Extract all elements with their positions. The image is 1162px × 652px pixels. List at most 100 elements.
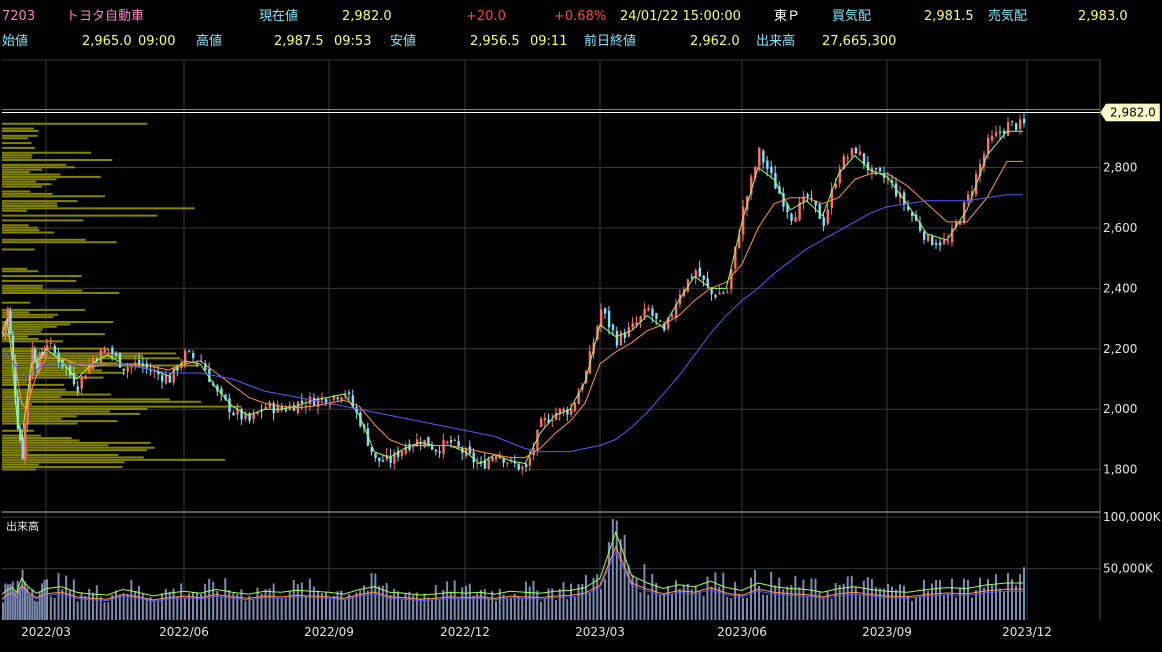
volume-profile-bar bbox=[2, 284, 44, 287]
volume-bar bbox=[585, 575, 587, 620]
volume-bar bbox=[374, 573, 377, 620]
volume-profile-bar bbox=[2, 171, 30, 174]
volume-bar bbox=[915, 597, 917, 620]
volume-bar bbox=[164, 589, 167, 620]
volume-profile-bar bbox=[2, 405, 242, 408]
volume-bar bbox=[810, 578, 813, 620]
candle-body bbox=[528, 457, 532, 466]
candle-body bbox=[710, 287, 713, 295]
volume-bar bbox=[698, 590, 701, 620]
volume-bar bbox=[770, 571, 773, 620]
volume-bar bbox=[806, 595, 809, 620]
open-time: 09:00 bbox=[138, 34, 176, 49]
candle-body bbox=[540, 418, 543, 427]
volume-bar bbox=[525, 581, 527, 620]
volume-bar bbox=[324, 592, 327, 620]
volume-bar bbox=[899, 584, 901, 620]
volume-bar bbox=[268, 588, 271, 620]
volume-profile-bar bbox=[2, 219, 84, 222]
volume-bar bbox=[28, 595, 31, 620]
volume-bar bbox=[694, 585, 697, 620]
volume-bar bbox=[487, 598, 490, 620]
volume-profile-bar bbox=[2, 301, 30, 304]
candle-body bbox=[939, 242, 942, 246]
volume-bar bbox=[43, 579, 46, 620]
candle-body bbox=[826, 209, 829, 224]
volume-profile-bar bbox=[2, 320, 114, 323]
candle-body bbox=[951, 228, 954, 243]
volume-bar bbox=[774, 585, 777, 620]
volume-bar bbox=[347, 594, 350, 620]
high-label: 高値 bbox=[196, 34, 223, 49]
volume-bar bbox=[36, 601, 39, 620]
volume-bar bbox=[939, 579, 941, 620]
volume-bar bbox=[276, 598, 279, 620]
volume-bar bbox=[363, 585, 365, 620]
volume-bar bbox=[562, 582, 565, 620]
candle-body bbox=[667, 317, 670, 329]
candle-body bbox=[65, 367, 68, 369]
volume-average-line bbox=[1, 550, 1023, 602]
volume-profile-bar bbox=[2, 446, 155, 449]
date-axis-tick-label: 2023/06 bbox=[717, 625, 767, 639]
volume-profile-bar bbox=[2, 214, 158, 217]
candle-body bbox=[107, 349, 110, 351]
candle-body bbox=[427, 436, 430, 447]
candle-body bbox=[434, 449, 438, 452]
volume-profile-bar bbox=[2, 275, 82, 278]
volume-bar bbox=[212, 581, 215, 620]
volume-bar bbox=[987, 579, 989, 620]
candle-body bbox=[26, 395, 29, 425]
volume-bar bbox=[555, 600, 557, 620]
high-time: 09:53 bbox=[334, 34, 372, 49]
candle-body bbox=[41, 351, 44, 356]
volume-bar bbox=[355, 592, 358, 620]
volume-bar bbox=[975, 590, 977, 620]
volume-profile-bar bbox=[2, 180, 37, 183]
volume-average-line bbox=[1, 530, 1023, 597]
volume-bar bbox=[312, 586, 315, 620]
volume-profile-bar bbox=[2, 156, 32, 159]
candle-body bbox=[347, 392, 351, 394]
volume-bar bbox=[41, 583, 44, 620]
candle-body bbox=[33, 349, 37, 361]
volume-profile-bar bbox=[2, 388, 66, 391]
volume-profile-bar bbox=[2, 335, 29, 338]
candle-body bbox=[854, 147, 858, 154]
candle-body bbox=[742, 206, 745, 235]
candle-body bbox=[153, 371, 156, 373]
candle-body bbox=[947, 241, 950, 243]
candle-body bbox=[69, 365, 72, 376]
volume-profile-bar bbox=[2, 376, 104, 379]
candle-body bbox=[555, 412, 558, 420]
candle-body bbox=[24, 423, 27, 460]
volume-bar bbox=[53, 597, 56, 620]
candle-body bbox=[256, 412, 259, 415]
candle-body bbox=[268, 402, 271, 408]
volume-bar bbox=[419, 598, 422, 620]
candle-body bbox=[483, 460, 487, 469]
volume-bar bbox=[38, 592, 41, 620]
volume-profile-bar bbox=[2, 412, 141, 415]
volume-bar bbox=[126, 594, 129, 620]
candle-body bbox=[570, 408, 573, 415]
volume-bar bbox=[746, 597, 749, 620]
candle-body bbox=[111, 347, 114, 354]
volume-bar bbox=[858, 595, 861, 620]
date-axis-tick-label: 2022/09 bbox=[304, 625, 354, 639]
moving-averages bbox=[1, 130, 1023, 465]
volume-profile-bar bbox=[2, 371, 125, 374]
candle-body bbox=[336, 397, 339, 400]
candle-body bbox=[706, 278, 709, 287]
volume-profile-bar bbox=[2, 408, 148, 411]
candle-body bbox=[397, 450, 400, 458]
candle-body bbox=[43, 351, 46, 358]
volume-bar bbox=[778, 577, 781, 620]
volume-bar bbox=[161, 593, 163, 620]
candle-body bbox=[955, 222, 958, 227]
volume-profile-bar bbox=[2, 192, 53, 195]
price-axis-tick-label: 1,800 bbox=[1103, 463, 1137, 477]
volume-bar bbox=[300, 582, 303, 620]
volume-profile-bar bbox=[2, 127, 34, 130]
